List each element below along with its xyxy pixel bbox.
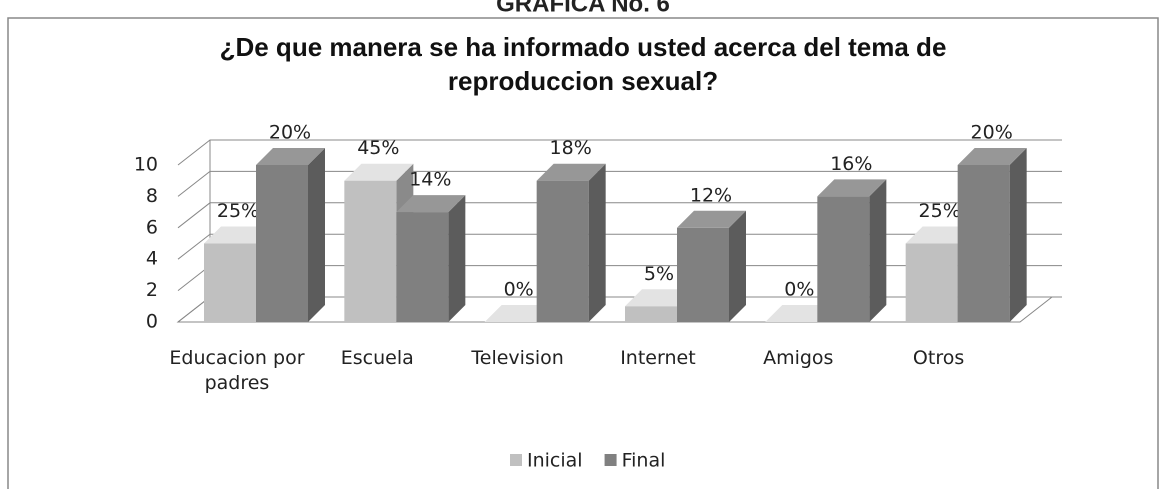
legend-label: Inicial	[527, 450, 583, 472]
x-tick-label: Television	[471, 347, 564, 369]
bar	[256, 165, 308, 322]
grid-line	[177, 202, 1062, 229]
bar	[344, 180, 397, 322]
data-label: 18%	[550, 137, 592, 159]
data-label: 25%	[919, 200, 961, 222]
bar-top	[256, 148, 325, 165]
x-tick-box: Escuela	[340, 347, 414, 369]
bar	[625, 306, 677, 322]
bar-side	[308, 148, 325, 322]
x-tick-box: Television	[471, 347, 564, 369]
x-tick-label: Escuela	[340, 347, 414, 369]
x-tick-box: Educacion por padres	[169, 347, 305, 394]
y-tick-label: 6	[146, 216, 158, 238]
bar	[204, 243, 256, 322]
x-tick-label: Internet	[620, 347, 696, 369]
heading: GRAFICA No. 6	[496, 0, 670, 17]
y-tick-label: 2	[146, 279, 158, 301]
bar-top	[484, 305, 554, 322]
x-tick-box: Internet	[620, 347, 696, 369]
bar-top	[765, 305, 835, 322]
bar-top	[905, 226, 975, 244]
bar-side	[869, 179, 887, 322]
data-label: 0%	[504, 279, 534, 301]
data-label: 45%	[357, 137, 399, 159]
data-label: 25%	[217, 200, 259, 222]
x-tick-label: Educacion por padres	[169, 347, 305, 394]
y-tick-label: 0	[146, 311, 158, 333]
y-tick-label: 10	[134, 154, 158, 176]
legend-swatch	[604, 454, 617, 466]
data-label: 14%	[409, 169, 451, 191]
x-tick-label: Otros	[912, 347, 965, 369]
data-label: 5%	[644, 263, 674, 285]
bar-top	[957, 148, 1027, 165]
bar	[905, 243, 958, 322]
chart-title: ¿De que manera se ha informado usted ace…	[219, 32, 947, 96]
y-tick-label: 4	[146, 248, 158, 270]
x-tick-label: Amigos	[763, 347, 834, 369]
bar	[677, 227, 729, 322]
data-label: 20%	[971, 122, 1013, 144]
x-tick-box: Amigos	[763, 347, 834, 369]
y-tick-label: 8	[146, 185, 158, 207]
data-label: 0%	[784, 279, 814, 301]
bar-top	[817, 179, 887, 197]
grid-line	[177, 233, 1062, 260]
data-label: 12%	[690, 184, 732, 206]
title-box: ¿De que manera se ha informado usted ace…	[219, 32, 947, 96]
legend-swatch	[510, 454, 522, 466]
bar-side	[1009, 148, 1027, 322]
bar-top	[344, 163, 414, 181]
bar-side	[729, 210, 746, 322]
bar-top	[396, 195, 466, 213]
data-label: 20%	[269, 122, 311, 144]
bar-top	[536, 163, 606, 181]
bar-top	[677, 210, 746, 228]
heading-bg	[420, 0, 745, 16]
bar-side	[588, 163, 606, 322]
bar	[817, 196, 870, 322]
grid-line	[177, 170, 1062, 197]
bar	[396, 212, 449, 322]
bar	[536, 180, 589, 322]
data-label: 16%	[830, 153, 872, 175]
legend-label: Final	[622, 450, 666, 472]
grid-line	[177, 139, 1062, 166]
bar-top	[204, 226, 273, 244]
bar-side	[448, 195, 466, 322]
bar	[957, 165, 1010, 322]
bar-top	[625, 289, 694, 307]
x-tick-box: Otros	[912, 347, 965, 369]
